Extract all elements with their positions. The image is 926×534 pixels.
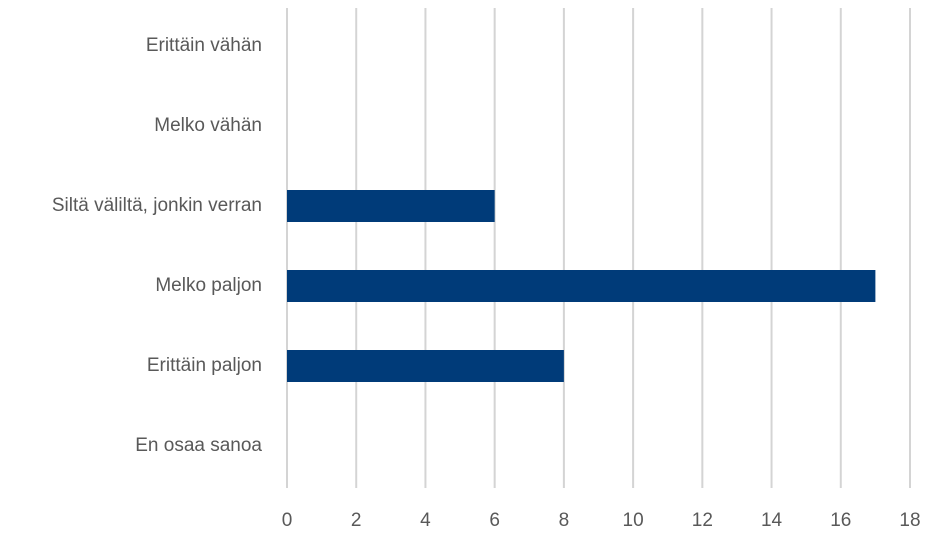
x-tick-label: 8 xyxy=(559,510,570,531)
x-tick-label: 4 xyxy=(420,510,431,531)
y-tick-label: Melko vähän xyxy=(154,115,262,136)
bar xyxy=(287,270,876,302)
x-tick-label: 2 xyxy=(351,510,362,531)
y-tick-label: En osaa sanoa xyxy=(135,435,262,456)
x-tick-label: 14 xyxy=(761,510,783,531)
y-tick-label: Erittäin vähän xyxy=(146,35,262,56)
x-tick-label: 12 xyxy=(692,510,713,531)
x-tick-label: 16 xyxy=(830,510,851,531)
bar xyxy=(287,190,495,222)
y-tick-label: Melko paljon xyxy=(155,275,262,296)
x-tick-label: 10 xyxy=(623,510,644,531)
bar xyxy=(287,350,564,382)
x-tick-label: 0 xyxy=(282,510,293,531)
x-tick-label: 18 xyxy=(899,510,920,531)
y-tick-label: Siltä väliltä, jonkin verran xyxy=(52,195,262,216)
y-tick-label: Erittäin paljon xyxy=(147,355,262,376)
x-tick-label: 6 xyxy=(489,510,500,531)
